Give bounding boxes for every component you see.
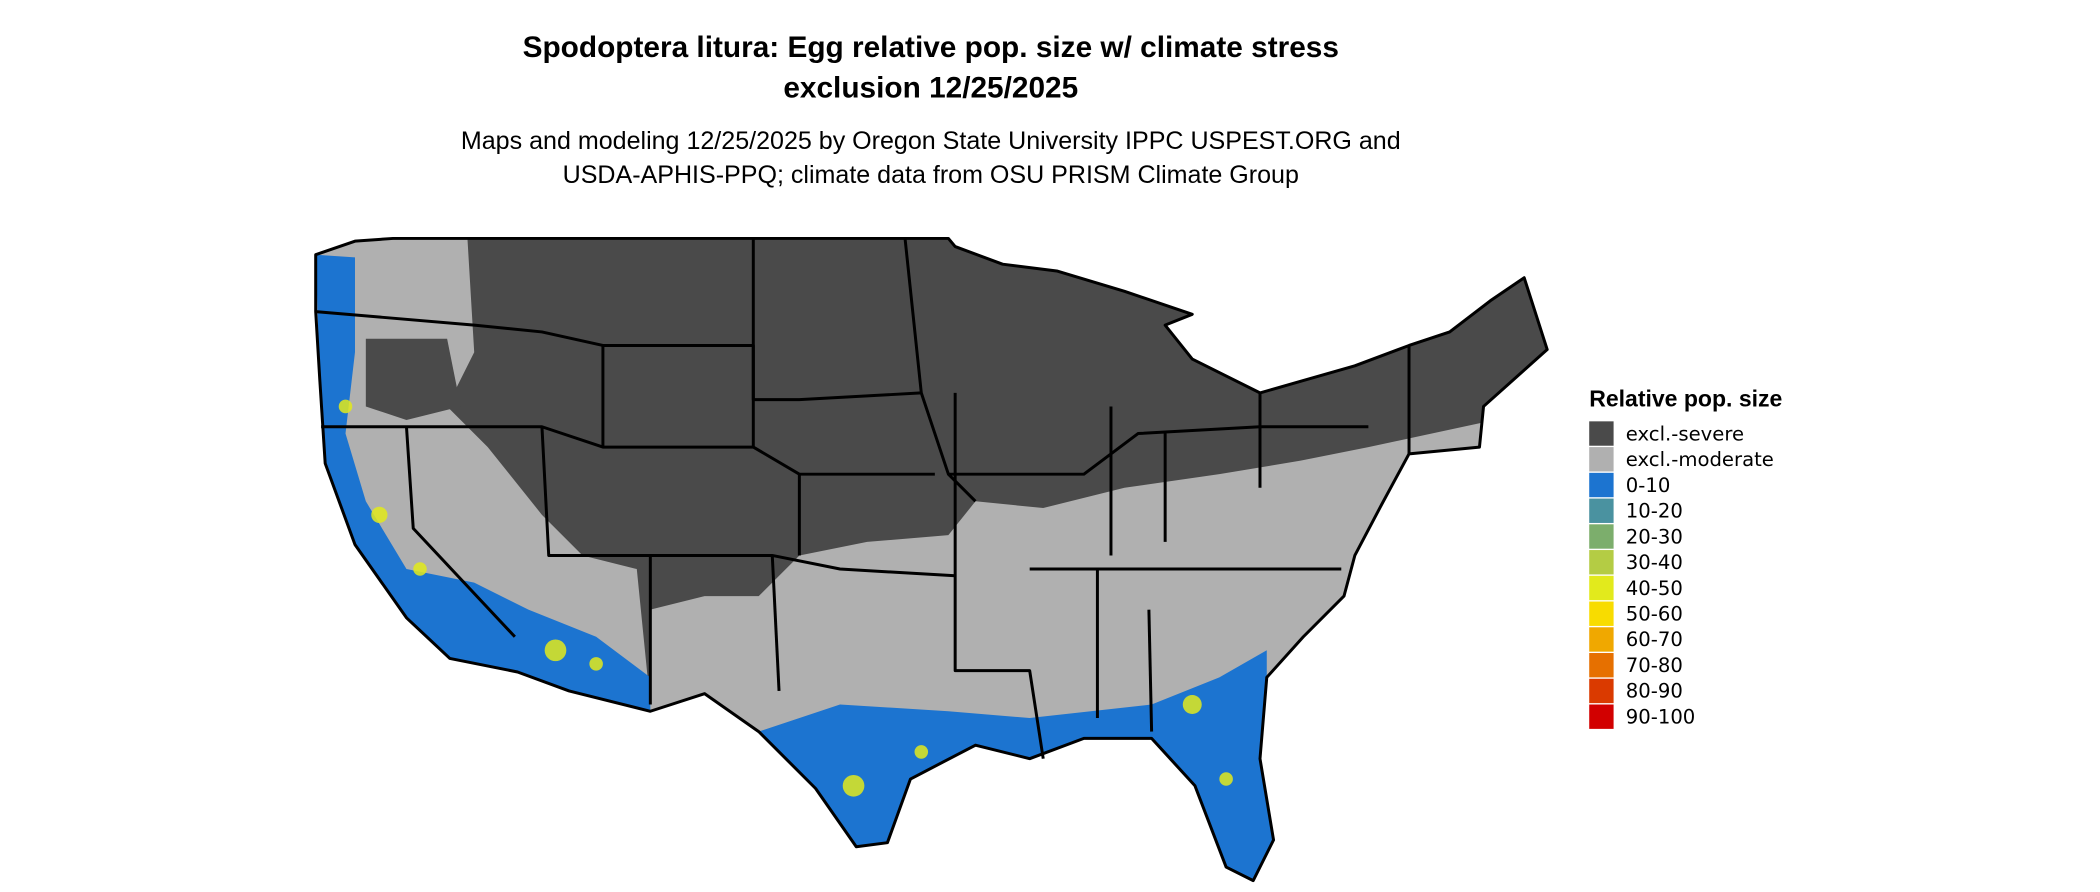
legend-swatch [1589, 447, 1614, 472]
legend-swatch [1589, 601, 1614, 626]
legend-swatch [1589, 498, 1614, 523]
legend-swatch [1589, 627, 1614, 652]
legend-label: 50-60 [1626, 602, 1683, 625]
legend-swatch [1589, 704, 1614, 729]
legend-swatch [1589, 524, 1614, 549]
legend-label: 40-50 [1626, 577, 1683, 600]
legend-swatch [1589, 653, 1614, 678]
legend-label: 0-10 [1626, 474, 1671, 497]
legend: excl.-severe excl.-moderate 0-10 10-2020-30… [1589, 421, 1774, 729]
title: Spodoptera litura: Egg relative pop. siz… [523, 31, 1339, 64]
legend-label: excl.-moderate [1626, 448, 1774, 471]
legend-label: 20-30 [1626, 525, 1683, 548]
subtitle: Maps and modeling 12/25/2025 by Oregon S… [461, 127, 1401, 155]
legend-swatch [1589, 421, 1614, 446]
legend-swatch [1589, 678, 1614, 704]
legend-swatch [1589, 472, 1614, 498]
legend-label: 80-90 [1626, 680, 1683, 703]
legend-label: excl.-severe [1626, 422, 1744, 445]
legend-swatch [1589, 575, 1614, 601]
legend-title: Relative pop. size [1589, 385, 1782, 411]
map [315, 238, 1548, 881]
legend-label: 90-100 [1626, 705, 1696, 728]
title: exclusion 12/25/2025 [783, 72, 1078, 105]
legend-label: 70-80 [1626, 654, 1683, 677]
state-borders [315, 238, 1411, 759]
subtitle: USDA-APHIS-PPQ; climate data from OSU PR… [563, 161, 1299, 189]
legend-label: 10-20 [1626, 500, 1683, 523]
legend-label: 60-70 [1626, 628, 1683, 651]
legend-label: 30-40 [1626, 551, 1683, 574]
legend-swatch [1589, 550, 1614, 575]
